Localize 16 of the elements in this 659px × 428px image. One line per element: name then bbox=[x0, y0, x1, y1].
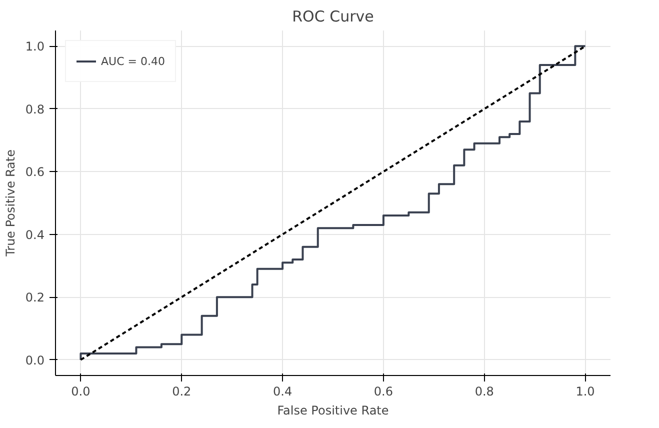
x-tick-label: 0.2 bbox=[172, 384, 192, 398]
x-tick-label: 0.6 bbox=[374, 384, 394, 398]
x-tick-label: 0.0 bbox=[71, 384, 90, 398]
y-tick-label: 1.0 bbox=[25, 40, 45, 54]
y-tick-label: 0.0 bbox=[25, 353, 45, 368]
legend-label: AUC = 0.40 bbox=[101, 54, 165, 68]
x-tick-label: 1.0 bbox=[576, 384, 595, 398]
y-tick-label: 0.8 bbox=[25, 102, 45, 116]
y-tick-label: 0.6 bbox=[25, 165, 45, 180]
y-tick-label: 0.4 bbox=[25, 228, 45, 242]
x-tick-label: 0.8 bbox=[474, 384, 494, 398]
y-tick-label: 0.2 bbox=[25, 290, 45, 305]
chart-title: ROC Curve bbox=[292, 8, 374, 26]
x-tick-label: 0.4 bbox=[273, 384, 292, 398]
x-axis-title: False Positive Rate bbox=[277, 404, 389, 418]
y-axis-title: True Positive Rate bbox=[3, 150, 18, 258]
